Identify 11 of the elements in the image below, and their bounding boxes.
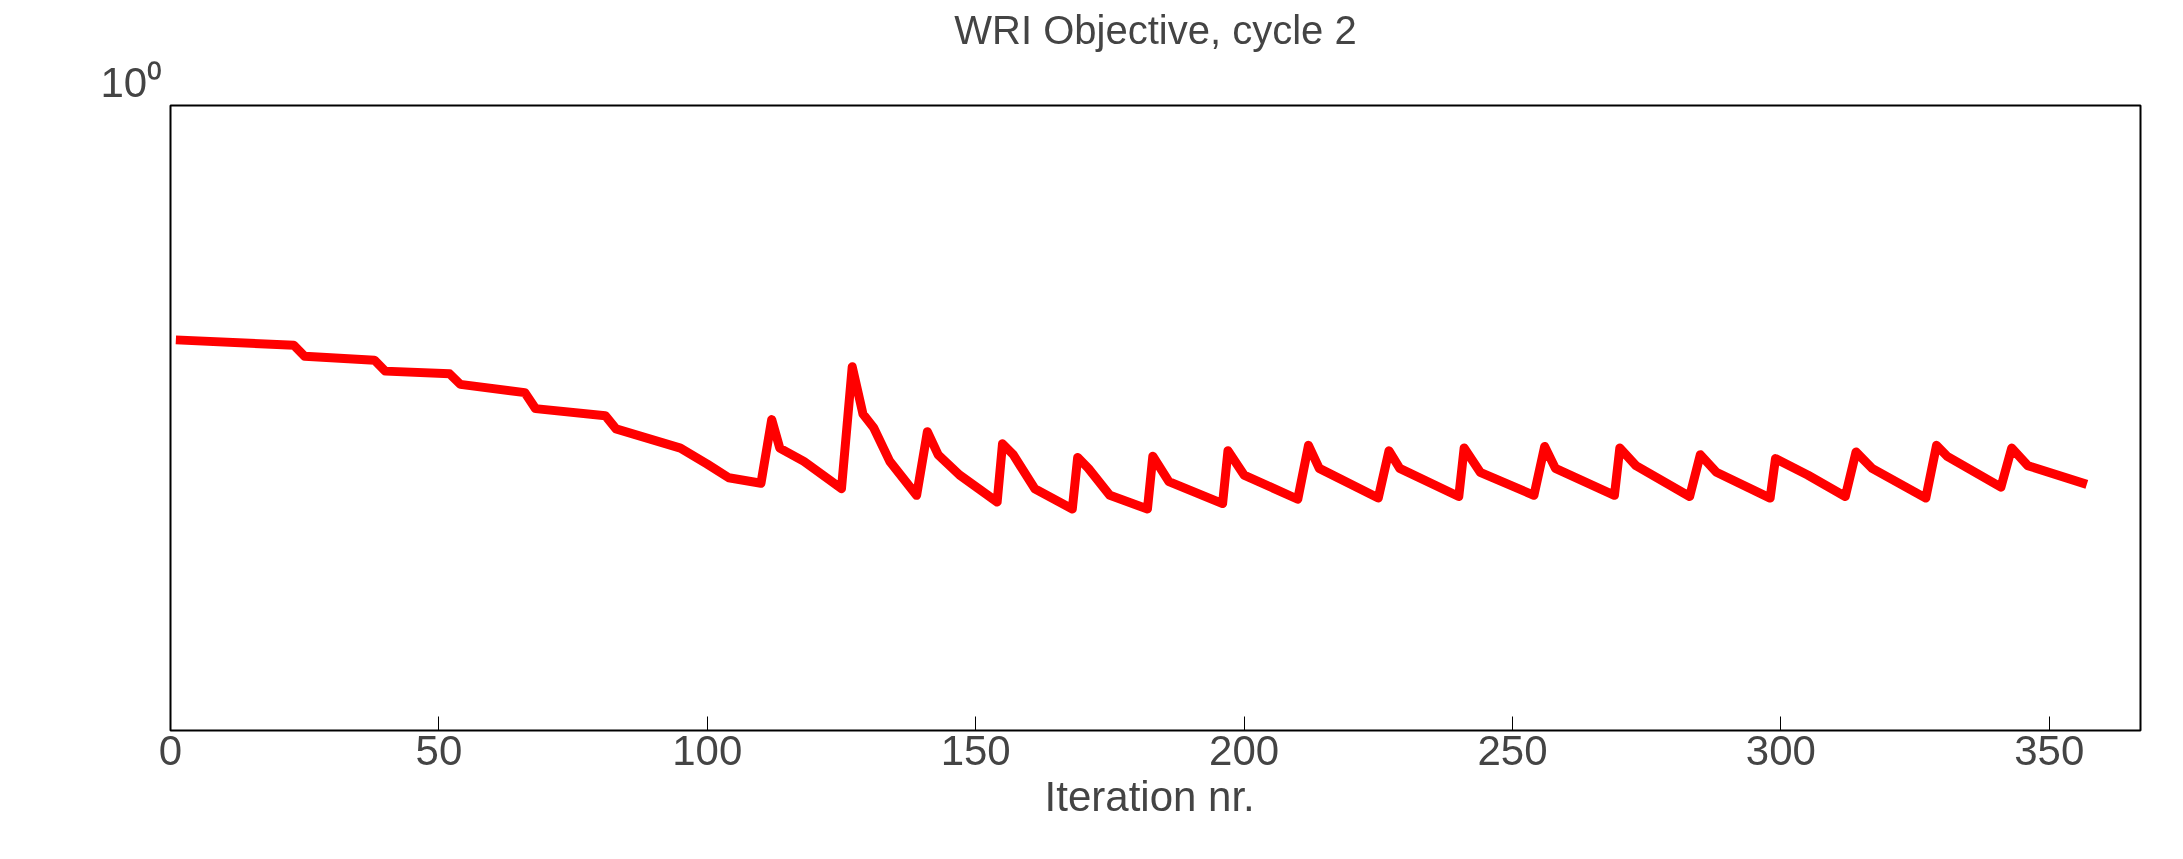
x-tick-label: 300 (1745, 726, 1816, 774)
x-tick-label: 200 (1209, 726, 1280, 774)
x-tick-label: 350 (2014, 726, 2085, 774)
chart-title: WRI Objective, cycle 2 (954, 7, 1357, 52)
x-tick-label: 100 (672, 726, 743, 774)
x-tick-label: 0 (158, 726, 183, 774)
x-tick-label: 50 (415, 726, 463, 774)
x-tick-label: 150 (940, 726, 1011, 774)
text: 10⁰ (100, 58, 163, 106)
x-tick-label: 250 (1477, 726, 1548, 774)
x-axis-title: Iteration nr. (1044, 772, 1255, 820)
